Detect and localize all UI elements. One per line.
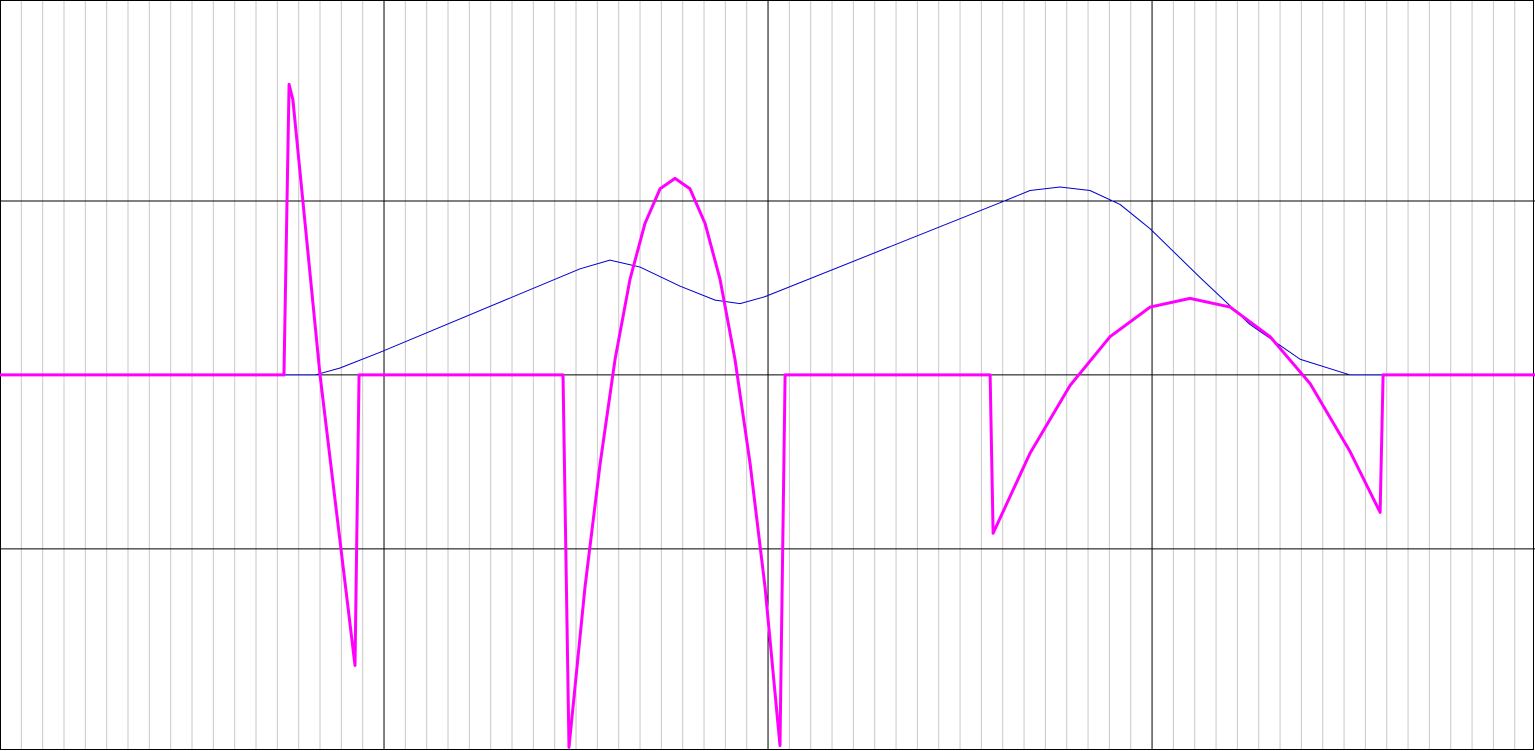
line-series: [0, 186, 1535, 376]
line-series: [0, 82, 1535, 749]
